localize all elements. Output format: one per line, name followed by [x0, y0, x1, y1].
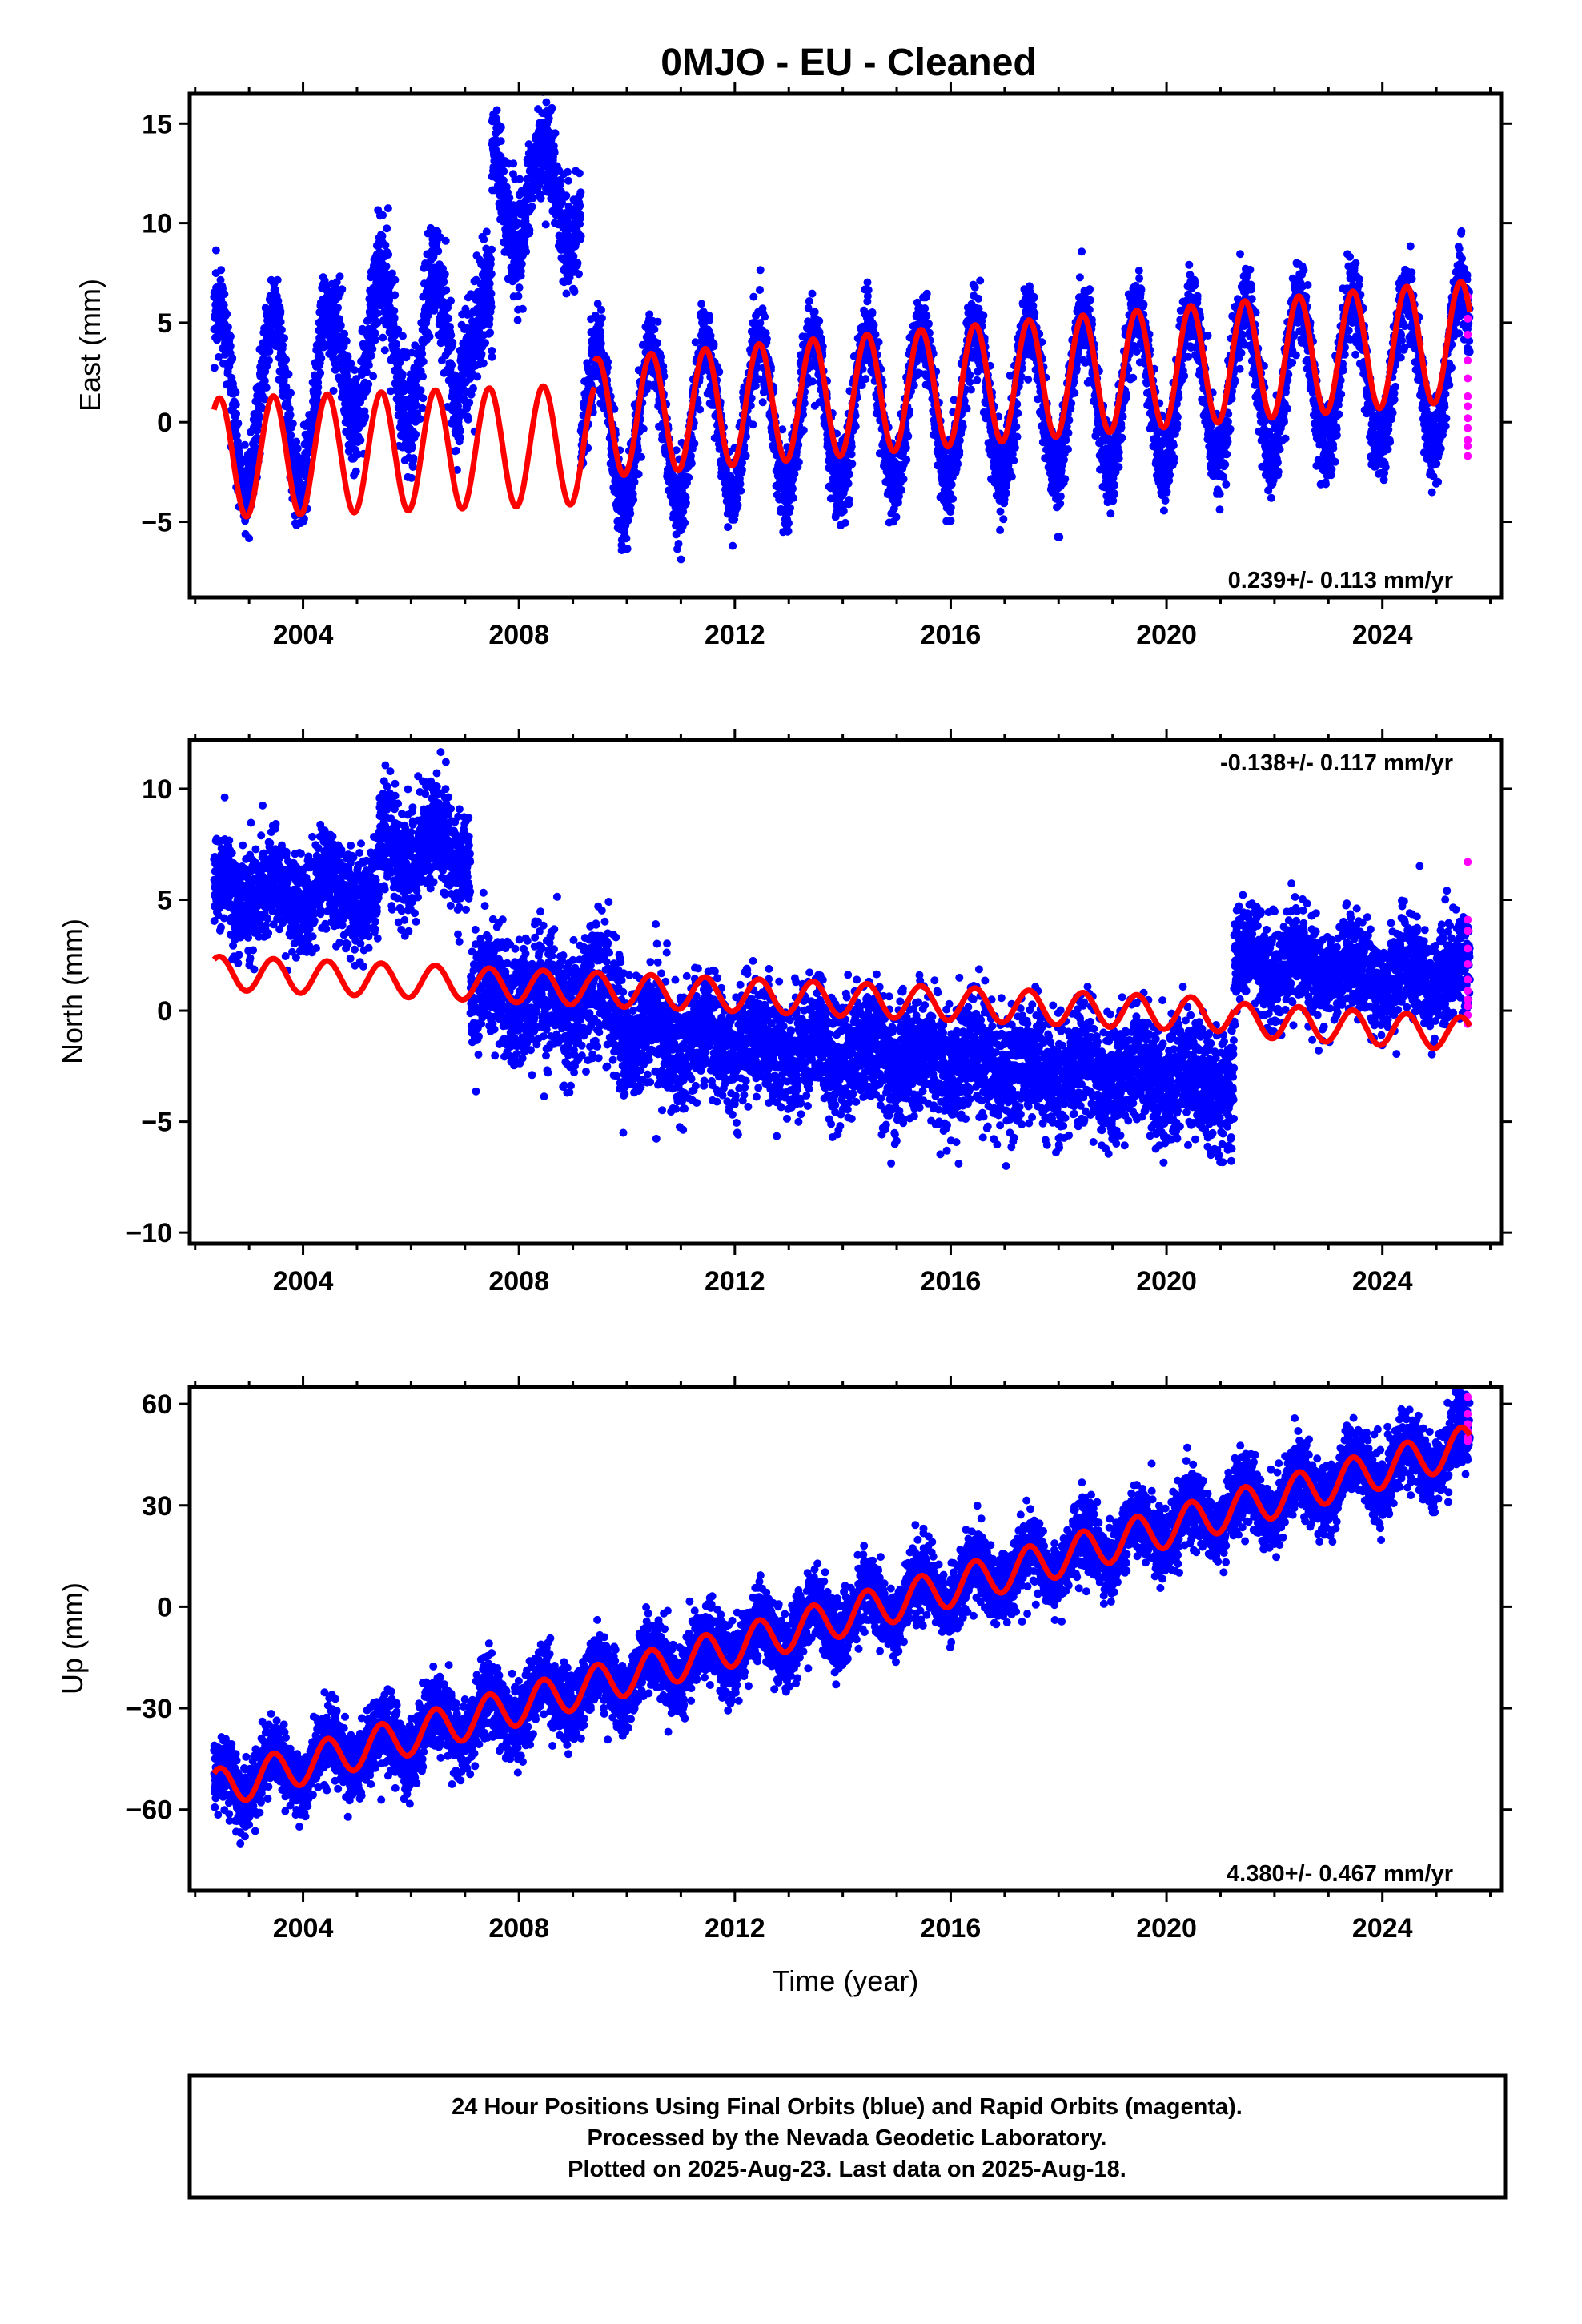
north-final-orbit-points — [210, 748, 1474, 1170]
north-y-tick-label: −5 — [141, 1108, 172, 1138]
up-y-tick-label: 0 — [157, 1592, 172, 1622]
up-final-orbit-points — [210, 1364, 1474, 1848]
north-y-tick-label: −10 — [126, 1218, 172, 1248]
up-x-tick-label: 2024 — [1352, 1913, 1413, 1944]
north-rate-label: -0.138+/- 0.117 mm/yr — [1220, 750, 1453, 776]
up-x-tick-label: 2008 — [488, 1913, 549, 1944]
north-rapid-point — [1464, 1003, 1472, 1011]
east-rapid-point — [1464, 442, 1472, 450]
east-y-tick-label: 10 — [142, 209, 172, 239]
north-y-tick-label: 0 — [157, 996, 172, 1027]
east-rapid-point — [1464, 375, 1472, 383]
up-x-tick-label: 2004 — [273, 1913, 334, 1944]
east-x-tick-label: 2024 — [1352, 620, 1413, 650]
north-series-group — [210, 748, 1474, 1170]
north-x-tick-label: 2024 — [1352, 1266, 1413, 1297]
east-plot-area — [210, 74, 1474, 564]
up-y-tick-label: 60 — [142, 1389, 172, 1420]
up-y-tick-label: −30 — [126, 1694, 172, 1724]
east-rapid-point — [1464, 356, 1472, 364]
north-x-tick-label: 2020 — [1136, 1266, 1197, 1297]
north-x-tick-label: 2016 — [921, 1266, 982, 1297]
east-rapid-point — [1464, 392, 1472, 400]
footer-line-2: Processed by the Nevada Geodetic Laborat… — [588, 2125, 1107, 2151]
up-series-group — [210, 1364, 1474, 1848]
east-x-tick-label: 2012 — [705, 620, 765, 650]
east-y-tick-label: 15 — [142, 109, 172, 139]
east-rapid-point — [1464, 414, 1472, 422]
up-y-tick-label: −60 — [126, 1795, 172, 1826]
north-x-tick-label: 2004 — [273, 1266, 334, 1297]
up-y-tick-label: 30 — [142, 1491, 172, 1522]
east-x-tick-label: 2020 — [1136, 620, 1197, 650]
north-y-tick-label: 5 — [157, 886, 172, 916]
up-rate-label: 4.380+/- 0.467 mm/yr — [1227, 1861, 1453, 1887]
x-axis-label: Time (year) — [773, 1964, 919, 1997]
up-rapid-point — [1464, 1393, 1472, 1401]
north-panel: North (mm) -0.138+/- 0.117 mm/yr 2004 200… — [56, 729, 1512, 1297]
up-x-tick-label: 2016 — [921, 1913, 982, 1944]
north-rapid-point — [1464, 987, 1472, 995]
east-x-tick-label: 2008 — [488, 620, 549, 650]
east-rapid-point — [1464, 452, 1472, 460]
east-rapid-point — [1464, 331, 1472, 339]
footer-box: 24 Hour Positions Using Final Orbits (bl… — [190, 2076, 1505, 2197]
north-x-tick-label: 2012 — [705, 1266, 765, 1297]
east-y-tick-label: 0 — [157, 408, 172, 438]
north-axis-label: North (mm) — [56, 919, 89, 1064]
east-axis-label: East (mm) — [74, 279, 106, 412]
east-x-tick-label: 2016 — [921, 620, 982, 650]
north-rapid-point — [1464, 927, 1472, 935]
up-x-tick-label: 2020 — [1136, 1913, 1197, 1944]
east-y-tick-label: −5 — [141, 508, 172, 538]
east-rapid-point — [1464, 315, 1472, 323]
up-plot-area — [210, 1364, 1474, 1848]
north-rapid-point — [1464, 858, 1472, 866]
up-x-tick-label: 2012 — [705, 1913, 765, 1944]
east-rapid-point — [1464, 402, 1472, 410]
up-rapid-point — [1464, 1410, 1472, 1418]
east-x-tick-label: 2004 — [273, 620, 334, 650]
north-rapid-point — [1464, 915, 1472, 923]
figure-title: 0MJO - EU - Cleaned — [661, 42, 1036, 84]
north-plot-area — [210, 748, 1474, 1170]
east-panel: East (mm) 0.239+/- 0.113 mm/yr 2004 2008 2… — [74, 74, 1512, 650]
up-axis-label: Up (mm) — [56, 1582, 89, 1695]
up-panel: Up (mm) 4.380+/- 0.467 mm/yr 2004 2008 201… — [56, 1364, 1512, 1944]
north-rapid-point — [1464, 975, 1472, 983]
north-rapid-point — [1464, 944, 1472, 952]
east-rapid-point — [1464, 424, 1472, 432]
east-series-group — [210, 74, 1474, 564]
footer-line-1: 24 Hour Positions Using Final Orbits (bl… — [452, 2094, 1243, 2120]
north-y-tick-label: 10 — [142, 774, 172, 805]
north-rapid-point — [1464, 960, 1472, 968]
east-y-tick-label: 5 — [157, 308, 172, 339]
north-x-tick-label: 2008 — [488, 1266, 549, 1297]
footer-line-3: Plotted on 2025-Aug-23. Last data on 202… — [568, 2157, 1126, 2182]
up-rapid-point — [1464, 1437, 1472, 1445]
east-rate-label: 0.239+/- 0.113 mm/yr — [1228, 568, 1453, 593]
